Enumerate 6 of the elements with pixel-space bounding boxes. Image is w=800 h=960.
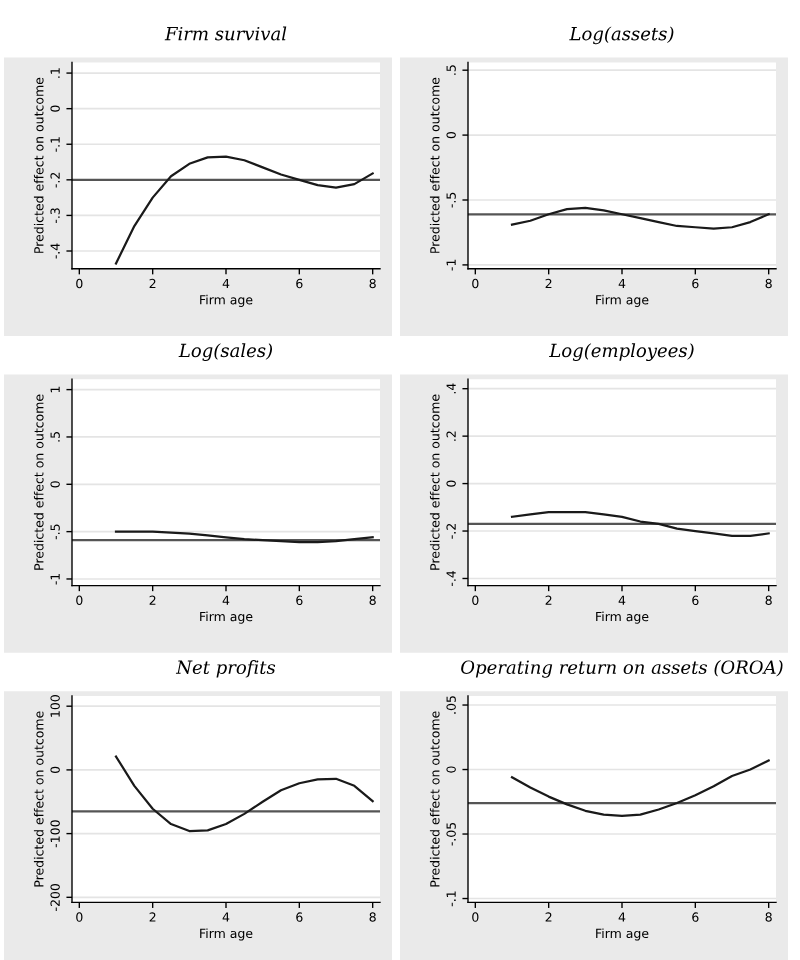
chart-title: Log(employees) bbox=[549, 343, 694, 361]
chart-title: Operating return on assets (OROA) bbox=[461, 660, 783, 678]
chart-title: Firm survival bbox=[164, 26, 287, 41]
chart-title: Log(sales) bbox=[178, 343, 272, 361]
chart-title: Net profits bbox=[175, 660, 276, 678]
chart-title: Log(assets) bbox=[569, 26, 674, 45]
